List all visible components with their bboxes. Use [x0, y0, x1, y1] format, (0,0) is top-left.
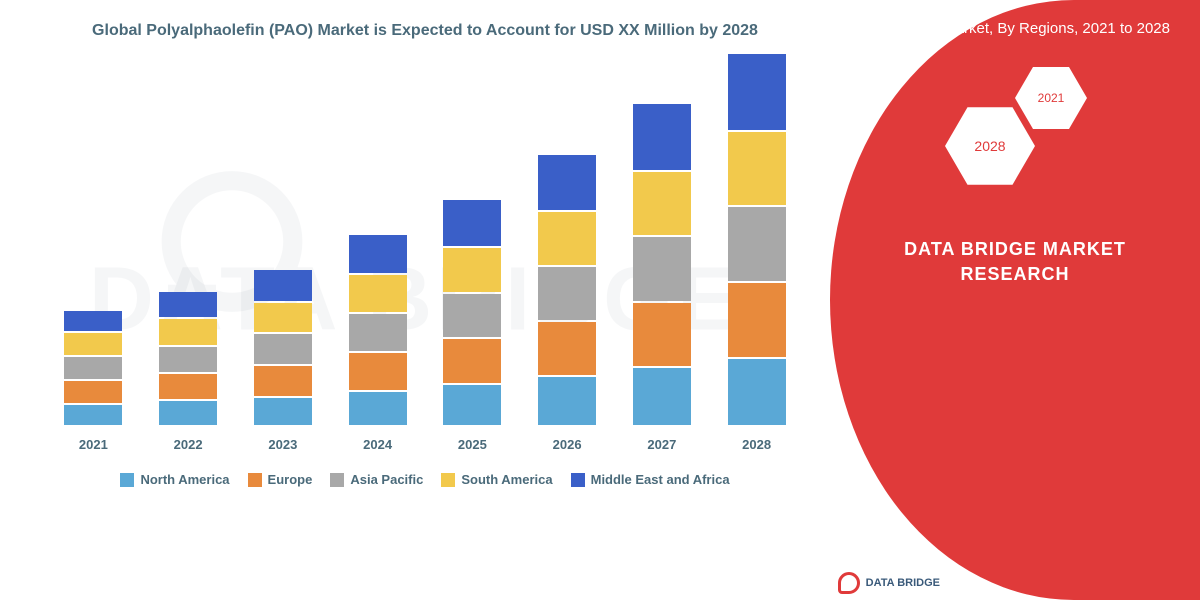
x-axis-label: 2024 [363, 437, 392, 452]
bar-segment [254, 398, 312, 426]
bar-stack [728, 52, 786, 426]
legend-item: North America [120, 472, 229, 487]
bar-segment [64, 381, 122, 403]
legend-label: Asia Pacific [350, 472, 423, 487]
x-axis-label: 2023 [268, 437, 297, 452]
bar-segment [633, 368, 691, 426]
brand-text: DATA BRIDGE MARKET RESEARCH [904, 237, 1126, 287]
bar-segment [633, 104, 691, 170]
bar-segment [159, 319, 217, 344]
hexagon-group: 2021 2028 [925, 67, 1105, 197]
hex-large-label: 2028 [974, 138, 1005, 154]
legend-swatch [330, 473, 344, 487]
bar-segment [349, 392, 407, 425]
bar-segment [538, 155, 596, 210]
footer-logo-icon [838, 572, 860, 594]
legend-swatch [571, 473, 585, 487]
bar-group: 2022 [155, 290, 222, 452]
stacked-bar-chart: 2021 2022 2023 2024 2025 2026 2027 2028 [40, 52, 810, 452]
bar-segment [254, 366, 312, 396]
bar-segment [349, 275, 407, 312]
bar-segment [349, 235, 407, 273]
bar-segment [443, 200, 501, 246]
bar-segment [254, 334, 312, 364]
bar-group: 2026 [534, 153, 601, 453]
bar-group: 2025 [439, 198, 506, 453]
bar-segment [633, 237, 691, 300]
legend-label: North America [140, 472, 229, 487]
bar-segment [538, 267, 596, 320]
bar-stack [538, 153, 596, 426]
bar-segment [159, 292, 217, 317]
hex-small-label: 2021 [1038, 91, 1065, 105]
bar-group: 2027 [629, 102, 696, 452]
chart-title: Global Polyalphaolefin (PAO) Market is E… [40, 20, 810, 42]
bar-segment [159, 401, 217, 425]
legend-label: South America [461, 472, 552, 487]
bar-segment [728, 283, 786, 357]
legend-item: Middle East and Africa [571, 472, 730, 487]
bar-group: 2023 [250, 268, 317, 452]
main-container: Global Polyalphaolefin (PAO) Market is E… [0, 0, 1200, 600]
bar-stack [443, 198, 501, 426]
footer-logo: DATA BRIDGE [838, 572, 940, 594]
bar-segment [728, 54, 786, 130]
legend-item: South America [441, 472, 552, 487]
bar-segment [64, 405, 122, 426]
bar-segment [728, 207, 786, 281]
bar-segment [538, 322, 596, 375]
x-axis-label: 2025 [458, 437, 487, 452]
bar-segment [349, 314, 407, 351]
legend-item: Europe [248, 472, 313, 487]
legend-item: Asia Pacific [330, 472, 423, 487]
bar-segment [728, 359, 786, 426]
bar-segment [64, 357, 122, 379]
bar-group: 2024 [344, 233, 411, 452]
right-panel-title: Market, By Regions, 2021 to 2028 [830, 20, 1200, 37]
bar-segment [443, 385, 501, 425]
bar-segment [64, 333, 122, 355]
x-axis-label: 2026 [553, 437, 582, 452]
brand-line-1: DATA BRIDGE MARKET [904, 237, 1126, 262]
bar-group: 2028 [723, 52, 790, 453]
bar-stack [349, 233, 407, 425]
bar-stack [64, 309, 122, 425]
x-axis-label: 2028 [742, 437, 771, 452]
brand-line-2: RESEARCH [904, 262, 1126, 287]
legend-swatch [441, 473, 455, 487]
bar-segment [349, 353, 407, 390]
x-axis-label: 2021 [79, 437, 108, 452]
bar-stack [159, 290, 217, 425]
legend-swatch [248, 473, 262, 487]
bar-segment [728, 132, 786, 206]
chart-legend: North America Europe Asia Pacific South Ame… [40, 472, 810, 487]
bar-stack [633, 102, 691, 425]
bar-segment [159, 374, 217, 399]
right-panel: Market, By Regions, 2021 to 2028 2021 20… [830, 0, 1200, 600]
chart-panel: Global Polyalphaolefin (PAO) Market is E… [0, 0, 830, 600]
hexagon-large: 2028 [945, 107, 1035, 185]
bar-group: 2021 [60, 309, 127, 452]
bar-segment [443, 339, 501, 383]
x-axis-label: 2027 [647, 437, 676, 452]
bar-segment [443, 294, 501, 338]
x-axis-label: 2022 [174, 437, 203, 452]
footer-logo-text: DATA BRIDGE [866, 577, 940, 589]
bar-segment [538, 377, 596, 425]
bar-segment [254, 303, 312, 332]
legend-label: Europe [268, 472, 313, 487]
bar-segment [64, 311, 122, 331]
bar-segment [633, 172, 691, 235]
bar-segment [443, 248, 501, 292]
bar-segment [633, 303, 691, 366]
bar-segment [538, 212, 596, 265]
bar-segment [159, 347, 217, 372]
bar-stack [254, 268, 312, 425]
legend-label: Middle East and Africa [591, 472, 730, 487]
bar-segment [254, 270, 312, 301]
legend-swatch [120, 473, 134, 487]
